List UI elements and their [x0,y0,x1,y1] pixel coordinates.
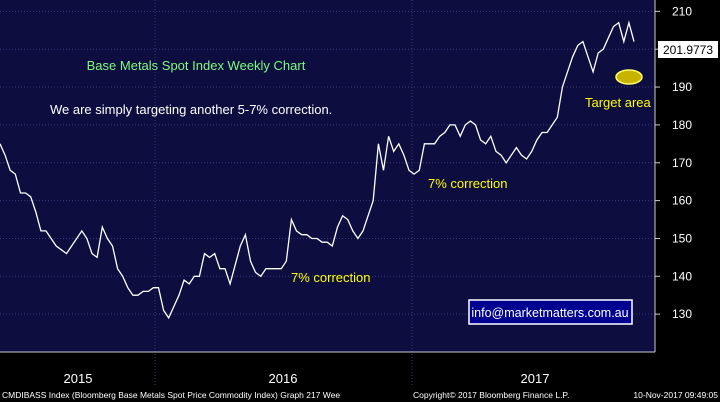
y-tick-label: 190 [672,80,692,94]
correction-label-2017: 7% correction [428,176,507,191]
last-value-badge: 201.9773 [658,41,718,58]
chart-title: Base Metals Spot Index Weekly Chart [87,58,306,73]
x-tick-label: 2015 [64,371,93,386]
watermark-box[interactable]: info@marketmatters.com.au [468,299,633,325]
y-tick-label: 180 [672,118,692,132]
footer-copyright: Copyright© 2017 Bloomberg Finance L.P. [413,390,569,400]
last-value-label: 201.9773 [663,43,713,57]
footer-left: CMDIBASS Index (Bloomberg Base Metals Sp… [2,390,340,400]
y-tick-label: 150 [672,231,692,245]
footer-timestamp: 10-Nov-2017 09:49:05 [633,390,718,400]
y-tick-label: 130 [672,307,692,321]
target-label: Target area [585,95,652,110]
series-line [0,20,635,320]
grid [0,0,655,386]
x-tick-label: 2016 [269,371,298,386]
y-tick-label: 210 [672,4,692,18]
y-tick-label: 140 [672,269,692,283]
chart-subtitle: We are simply targeting another 5-7% cor… [50,102,332,117]
x-tick-label: 2017 [521,371,550,386]
target-ellipse [615,69,643,85]
x-tick-labels: 2015 2016 2017 [64,371,550,386]
correction-label-2016: 7% correction [291,270,370,285]
plot-area [0,0,655,352]
y-tick-label: 160 [672,194,692,208]
watermark-email[interactable]: info@marketmatters.com.au [471,306,628,320]
y-tick-label: 170 [672,156,692,170]
